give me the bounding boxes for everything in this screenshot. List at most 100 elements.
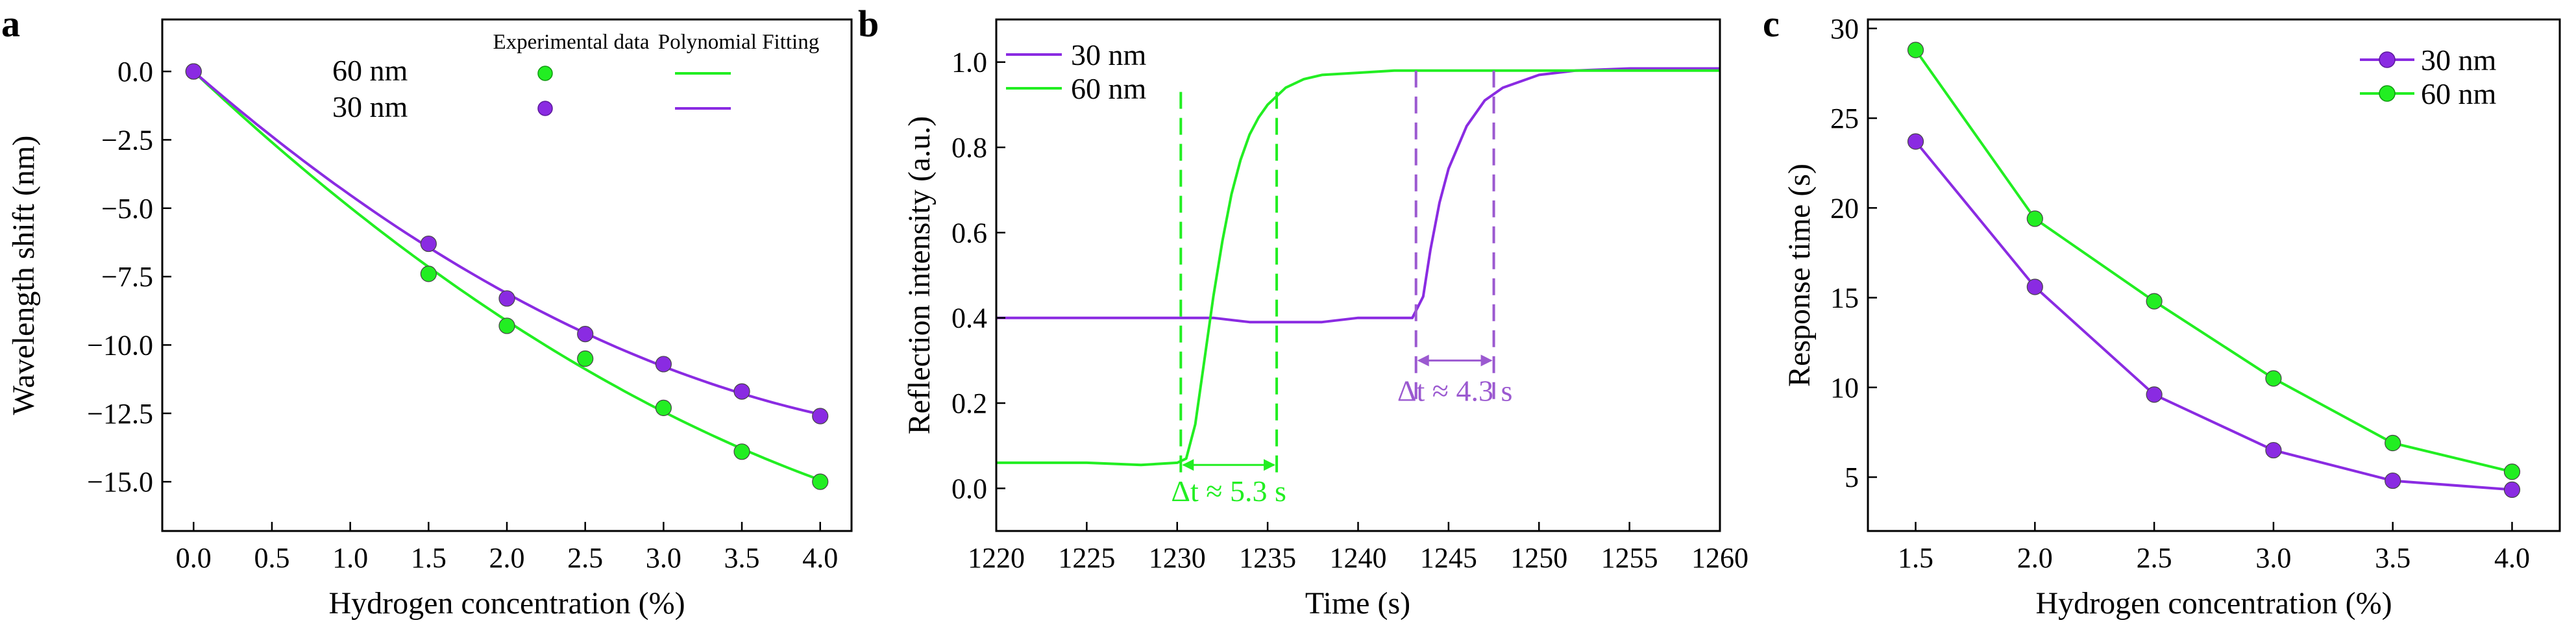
series-line-60nm <box>1914 49 2512 473</box>
data-point-30nm <box>812 408 829 425</box>
data-point-60nm <box>1907 42 1924 58</box>
data-point-60nm <box>420 265 437 282</box>
legend-marker-c-60nm <box>2379 85 2396 102</box>
data-point-30nm <box>185 63 202 80</box>
panel-c-frame <box>1867 18 2561 532</box>
arrow-head-left-0 <box>1182 459 1194 471</box>
panel-a-marks <box>185 63 829 490</box>
y-tick-label-c: 30 <box>1830 13 1859 45</box>
y-axis-label-b: Reflection intensity (a.u.) <box>902 116 937 435</box>
x-tick-label-b: 1250 <box>1510 542 1567 574</box>
y-tick-label-b: 0.4 <box>951 302 987 334</box>
x-tick-label-a: 2.5 <box>567 542 603 574</box>
panel-b-marks <box>996 67 1720 467</box>
data-point-60nm <box>733 443 750 460</box>
data-point-30nm <box>498 290 515 307</box>
y-tick-label-a: −10.0 <box>87 329 153 361</box>
data-point-60nm <box>2265 370 2282 387</box>
legend-a: Experimental data Polynomial Fitting 60 … <box>332 31 819 123</box>
fit-curve-30nm <box>192 70 821 416</box>
y-tick-label-b: 0.8 <box>951 132 987 164</box>
data-point-30nm <box>1907 133 1924 150</box>
y-tick-label-c: 25 <box>1830 103 1859 134</box>
x-tick-label-b: 1245 <box>1420 542 1477 574</box>
data-point-30nm <box>420 235 437 253</box>
x-tick-label-b: 1260 <box>1691 542 1748 574</box>
data-point-30nm <box>2026 278 2043 295</box>
y-tick-label-a: −5.0 <box>101 193 153 225</box>
data-point-30nm <box>2146 386 2163 403</box>
y-tick-label-a: −2.5 <box>101 124 153 156</box>
x-tick-label-b: 1230 <box>1149 542 1206 574</box>
x-tick-label-b: 1235 <box>1239 542 1296 574</box>
y-tick-label-a: −12.5 <box>87 398 153 430</box>
legend-marker-60nm <box>537 66 553 81</box>
x-tick-label-a: 0.5 <box>254 542 289 574</box>
panel-c-axes: 1.5 2.0 2.5 3.0 3.5 4.0 5 10 15 20 25 30 <box>1830 13 2530 574</box>
y-tick-label-c: 15 <box>1830 282 1859 314</box>
x-axis-label-a: Hydrogen concentration (%) <box>328 586 685 621</box>
data-point-60nm <box>498 317 515 334</box>
panel-c-marks <box>1907 42 2521 499</box>
x-tick-label-b: 1220 <box>968 542 1025 574</box>
legend-label-c-30nm: 30 nm <box>2421 43 2497 77</box>
y-tick-label-c: 5 <box>1845 462 1859 493</box>
arrow-head-right-0 <box>1264 459 1276 471</box>
legend-b: 30 nm 60 nm <box>1006 38 1147 105</box>
y-tick-label-b: 1.0 <box>951 47 987 79</box>
y-tick-label-b: 0.0 <box>951 473 987 504</box>
data-point-30nm <box>577 325 594 343</box>
x-tick-label-a: 0.0 <box>176 542 212 574</box>
fit-curve-60nm <box>192 70 821 482</box>
y-tick-label-b: 0.6 <box>951 217 987 249</box>
x-axis-label-c: Hydrogen concentration (%) <box>2035 586 2392 621</box>
trace-30nm <box>996 67 1720 324</box>
x-tick-label-a: 4.0 <box>802 542 838 574</box>
y-axis-label-c: Response time (s) <box>1782 164 1817 387</box>
legend-label-b-30nm: 30 nm <box>1071 38 1147 71</box>
panel-b: b Δt ≈ 5.3 s Δt ≈ 4.3 s 1220 1225 1230 1235 1… <box>858 3 1748 621</box>
x-tick-label-b: 1225 <box>1058 542 1115 574</box>
y-tick-label-c: 10 <box>1830 372 1859 404</box>
y-tick-label-c: 20 <box>1830 192 1859 224</box>
x-tick-label-a: 1.5 <box>411 542 447 574</box>
panel-b-axes: 1220 1225 1230 1235 1240 1245 1250 1255 1260 0.0 0… <box>951 47 1748 574</box>
data-point-60nm <box>812 473 829 490</box>
x-tick-label-a: 3.5 <box>724 542 760 574</box>
x-tick-label-a: 1.0 <box>332 542 368 574</box>
x-tick-label-c: 4.0 <box>2494 542 2530 574</box>
data-point-30nm <box>733 383 750 400</box>
data-point-60nm <box>2026 210 2043 227</box>
data-point-30nm <box>655 356 672 373</box>
panel-b-annotations: Δt ≈ 5.3 s Δt ≈ 4.3 s <box>1171 70 1513 508</box>
data-point-60nm <box>577 350 594 367</box>
x-tick-label-a: 3.0 <box>646 542 681 574</box>
x-axis-label-b: Time (s) <box>1305 586 1410 621</box>
delta-t-label-0: Δt ≈ 5.3 s <box>1171 475 1286 508</box>
data-point-30nm <box>2503 481 2521 499</box>
legend-label-b-60nm: 60 nm <box>1071 72 1147 105</box>
series-line-30nm <box>1914 140 2512 491</box>
panel-a: a 0.0 0.5 1.0 1.5 2.0 2.5 3.0 3.5 4.0 0.0 −2.5 −5.0… <box>1 3 853 621</box>
data-point-60nm <box>655 399 672 416</box>
y-tick-label-a: −7.5 <box>101 261 153 293</box>
x-tick-label-b: 1240 <box>1330 542 1387 574</box>
legend-label-c-60nm: 60 nm <box>2421 77 2497 110</box>
y-axis-label-a: Wavelength shift (nm) <box>6 136 41 415</box>
panel-label-a: a <box>1 3 20 45</box>
y-tick-label-a: 0.0 <box>117 56 153 88</box>
panel-label-c: c <box>1763 3 1780 45</box>
data-point-60nm <box>2385 434 2401 452</box>
panel-c: c 1.5 2.0 2.5 3.0 3.5 4.0 5 10 15 20 25 30 Hydrogen… <box>1763 3 2561 621</box>
y-tick-label-b: 0.2 <box>951 388 987 419</box>
data-point-30nm <box>2385 472 2401 489</box>
legend-c: 30 nm 60 nm <box>2360 43 2497 110</box>
legend-marker-30nm <box>537 101 553 116</box>
panel-a-axes: 0.0 0.5 1.0 1.5 2.0 2.5 3.0 3.5 4.0 0.0 −2.5 −5.0 −7… <box>87 56 838 574</box>
panel-label-b: b <box>858 3 879 45</box>
delta-t-label-1: Δt ≈ 4.3 s <box>1397 374 1513 407</box>
y-tick-label-a: −15.0 <box>87 466 153 498</box>
x-tick-label-c: 3.0 <box>2255 542 2291 574</box>
legend-marker-c-30nm <box>2379 51 2396 68</box>
